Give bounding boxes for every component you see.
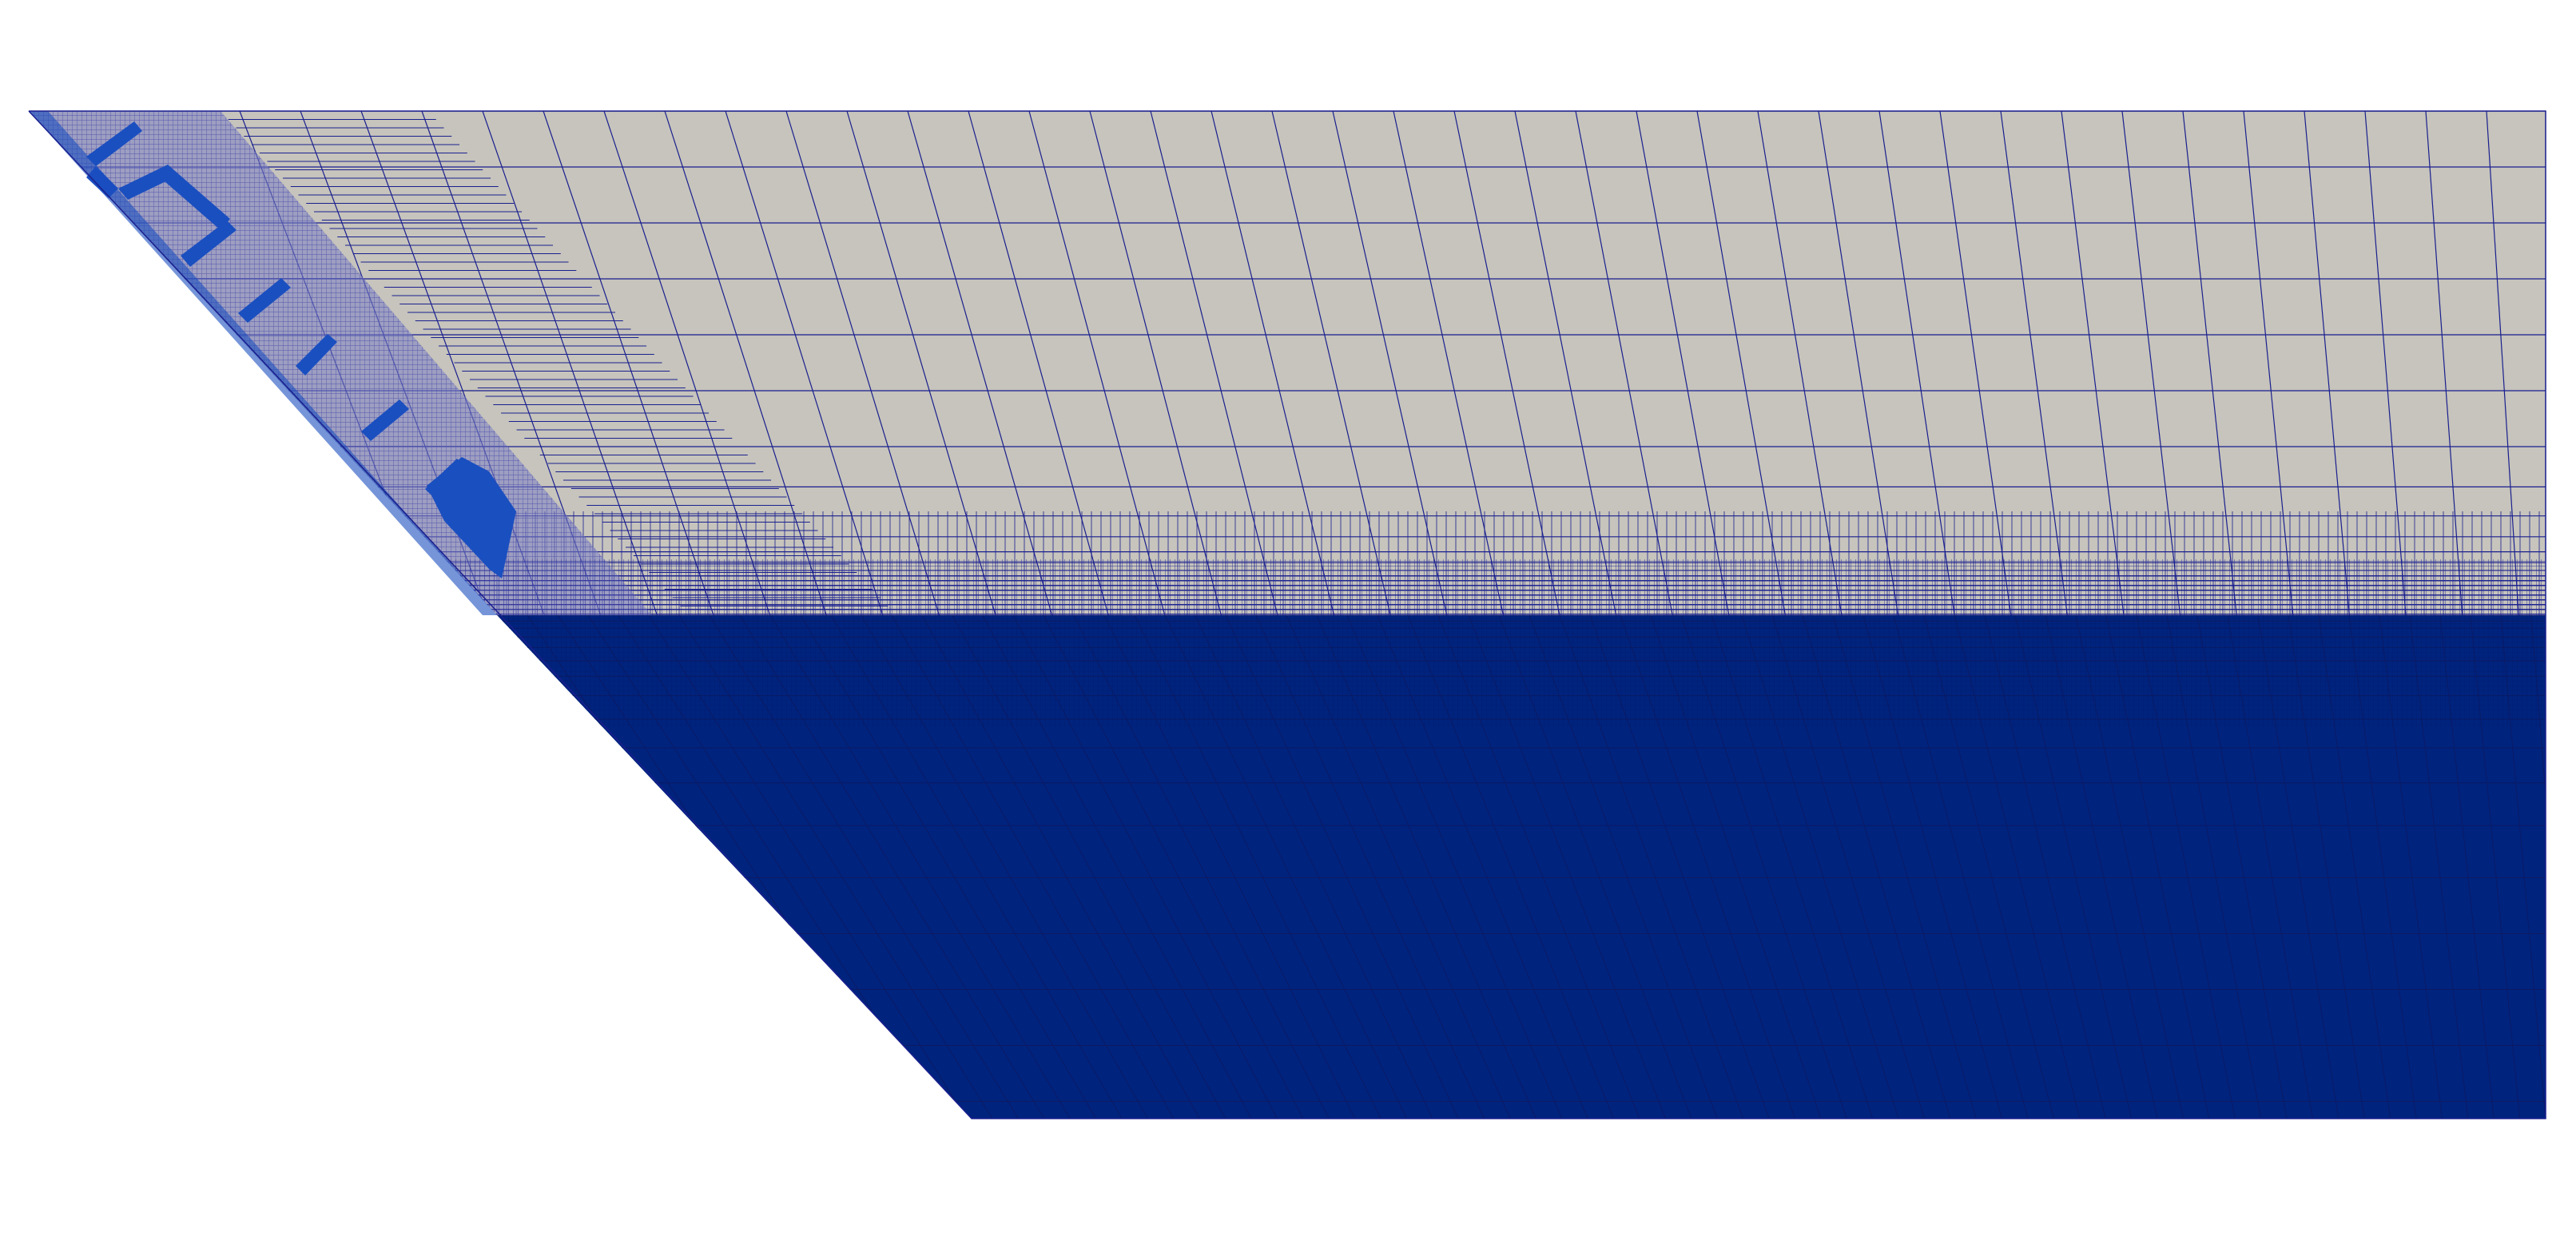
upper-region: [29, 111, 2575, 615]
mesh-line-skewed: [2000, 111, 2068, 615]
lower-interface-refinement: [497, 615, 2546, 727]
mesh-line-skewed: [543, 111, 714, 615]
mesh-line-skewed: [846, 111, 996, 615]
mesh-line-skewed: [1818, 111, 1899, 615]
structure-block: [427, 457, 516, 578]
structure-segment: [238, 278, 291, 323]
mesh-line-skewed: [1393, 111, 1504, 615]
mesh-line-skewed: [1575, 111, 1673, 615]
mesh-line-skewed: [1878, 111, 1955, 615]
mesh-line-skewed: [968, 111, 1109, 615]
mesh-line-skewed: [2562, 615, 2576, 1119]
mesh-line-skewed: [2425, 111, 2463, 615]
structure-segment: [361, 399, 409, 441]
mesh-line-skewed: [482, 111, 658, 615]
embedded-structure: [29, 111, 516, 615]
mesh-line-skewed: [2182, 111, 2237, 615]
mesh-line-skewed: [2364, 111, 2407, 615]
lower-region: [497, 615, 2576, 1119]
mesh-line-skewed: [1028, 111, 1166, 615]
structure-segment: [181, 221, 237, 267]
mesh-line-skewed: [2121, 111, 2181, 615]
lower-region-fill: [497, 615, 2546, 1119]
mesh-line-skewed: [664, 111, 827, 615]
mesh-line-skewed: [1089, 111, 1222, 615]
mesh-line-skewed: [1696, 111, 1786, 615]
mesh-line-skewed: [1271, 111, 1391, 615]
mesh-line-skewed: [725, 111, 884, 615]
upper-region-fill: [29, 111, 2546, 615]
mesh-line-skewed: [2547, 111, 2575, 615]
mesh-line-skewed: [1150, 111, 1278, 615]
mesh-line-skewed: [1514, 111, 1617, 615]
mesh-line-skewed: [603, 111, 771, 615]
interface-refinement-band: [29, 559, 2546, 615]
mesh-line-skewed: [1757, 111, 1843, 615]
structure-segment: [86, 121, 142, 166]
mesh-line-skewed: [2486, 111, 2519, 615]
mesh-line-skewed: [907, 111, 1053, 615]
mesh-line-skewed: [785, 111, 940, 615]
domain-outline: [28, 110, 2546, 1119]
mesh-line-skewed: [1332, 111, 1448, 615]
mesh-line-skewed: [1210, 111, 1335, 615]
mesh-line-skewed: [2061, 111, 2125, 615]
mesh-line-skewed: [2243, 111, 2294, 615]
structure-slope-strip: [29, 111, 497, 615]
mesh-line-skewed: [2304, 111, 2350, 615]
structure-segment: [296, 334, 337, 376]
mesh-line-skewed: [1636, 111, 1730, 615]
structure-segment: [158, 165, 230, 230]
mesh-line-skewed: [1939, 111, 2012, 615]
